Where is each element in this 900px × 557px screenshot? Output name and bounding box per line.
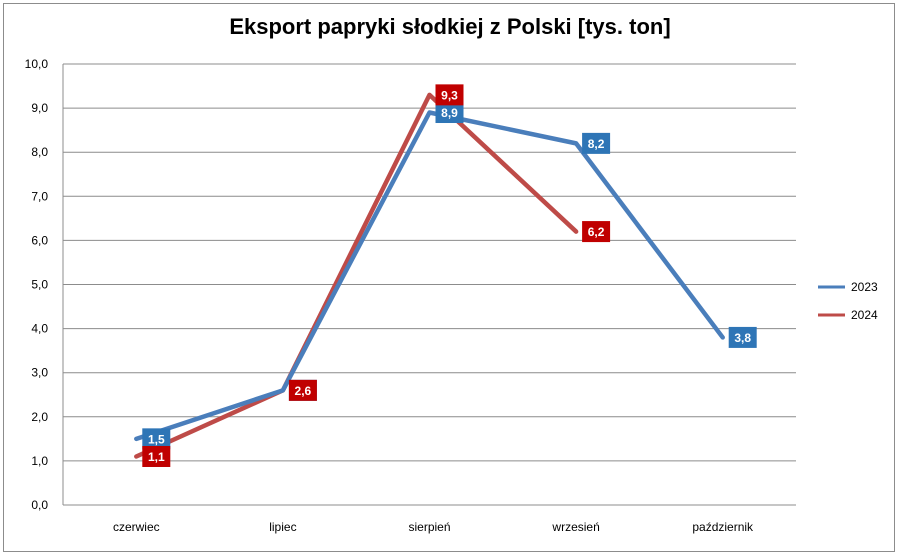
data-label-2023: 8,2	[582, 132, 611, 154]
data-label-box	[435, 102, 464, 124]
data-label-box	[142, 445, 171, 467]
legend: 2023 2024	[818, 280, 878, 322]
x-tick-label: lipiec	[269, 520, 296, 534]
data-label-text: 8,9	[441, 106, 458, 120]
y-tick-label: 0,0	[31, 498, 48, 512]
data-label-box	[582, 221, 611, 243]
y-tick-label: 6,0	[31, 233, 48, 247]
data-label-text: 2,6	[295, 384, 312, 398]
y-tick-label: 4,0	[31, 322, 48, 336]
chart-title: Eksport papryki słodkiej z Polski [tys. …	[229, 14, 671, 39]
data-label-box	[728, 326, 757, 348]
y-tick-label: 10,0	[25, 57, 49, 71]
data-label-2024: 6,2	[582, 221, 611, 243]
data-label-text: 3,8	[734, 331, 751, 345]
x-tick-label: czerwiec	[113, 520, 160, 534]
data-label-2024: 2,6	[288, 379, 317, 401]
y-tick-label: 8,0	[31, 145, 48, 159]
data-label-box	[582, 132, 611, 154]
grid-lines	[62, 63, 796, 506]
y-tick-label: 2,0	[31, 410, 48, 424]
data-label-box	[288, 379, 317, 401]
data-label-text: 6,2	[588, 225, 605, 239]
data-label-2023: 8,9	[435, 102, 464, 124]
series-group	[134, 92, 725, 459]
data-label-text: 9,3	[441, 88, 458, 102]
x-axis-ticks: czerwiec lipiec sierpień wrzesień październi…	[113, 520, 754, 534]
series-line-2023	[134, 110, 725, 442]
x-tick-label: październik	[692, 520, 754, 534]
data-labels: 1,52,68,98,23,81,12,69,36,2	[142, 84, 757, 467]
data-label-text: 1,5	[148, 432, 165, 446]
data-label-text: 8,2	[588, 137, 605, 151]
data-label-2023: 1,5	[142, 428, 171, 450]
data-label-2024: 9,3	[435, 84, 464, 106]
data-label-text: 1,1	[148, 450, 165, 464]
y-tick-label: 3,0	[31, 366, 48, 380]
y-axis-ticks: 0,0 1,0 2,0 3,0 4,0 5,0 6,0 7,0 8,0 9,0 10,0	[25, 57, 49, 512]
series-line-2024	[134, 92, 579, 459]
data-label-2024: 1,1	[142, 445, 171, 467]
x-tick-label: sierpień	[408, 520, 450, 534]
legend-label-2023: 2023	[851, 280, 878, 294]
y-tick-label: 5,0	[31, 278, 48, 292]
x-tick-label: wrzesień	[551, 520, 599, 534]
y-tick-label: 9,0	[31, 101, 48, 115]
legend-label-2024: 2024	[851, 308, 878, 322]
y-tick-label: 7,0	[31, 189, 48, 203]
data-label-box	[435, 84, 464, 106]
data-label-box	[142, 428, 171, 450]
y-tick-label: 1,0	[31, 454, 48, 468]
data-label-2023: 3,8	[728, 326, 757, 348]
